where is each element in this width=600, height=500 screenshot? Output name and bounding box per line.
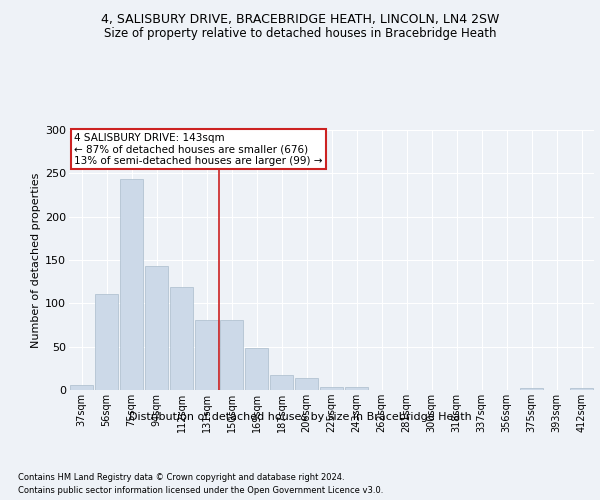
Bar: [295, 378, 318, 390]
Text: Contains HM Land Registry data © Crown copyright and database right 2024.: Contains HM Land Registry data © Crown c…: [18, 472, 344, 482]
Bar: [520, 388, 543, 390]
Text: Size of property relative to detached houses in Bracebridge Heath: Size of property relative to detached ho…: [104, 28, 496, 40]
Bar: [120, 178, 143, 390]
Text: Distribution of detached houses by size in Bracebridge Heath: Distribution of detached houses by size …: [128, 412, 472, 422]
Bar: [220, 320, 243, 390]
Bar: [270, 376, 293, 390]
Bar: [95, 294, 118, 390]
Bar: [345, 388, 368, 390]
Y-axis label: Number of detached properties: Number of detached properties: [31, 172, 41, 348]
Bar: [320, 388, 343, 390]
Bar: [195, 320, 218, 390]
Bar: [570, 388, 593, 390]
Text: 4, SALISBURY DRIVE, BRACEBRIDGE HEATH, LINCOLN, LN4 2SW: 4, SALISBURY DRIVE, BRACEBRIDGE HEATH, L…: [101, 12, 499, 26]
Text: Contains public sector information licensed under the Open Government Licence v3: Contains public sector information licen…: [18, 486, 383, 495]
Text: 4 SALISBURY DRIVE: 143sqm
← 87% of detached houses are smaller (676)
13% of semi: 4 SALISBURY DRIVE: 143sqm ← 87% of detac…: [74, 132, 323, 166]
Bar: [170, 287, 193, 390]
Bar: [70, 385, 93, 390]
Bar: [245, 348, 268, 390]
Bar: [145, 266, 168, 390]
